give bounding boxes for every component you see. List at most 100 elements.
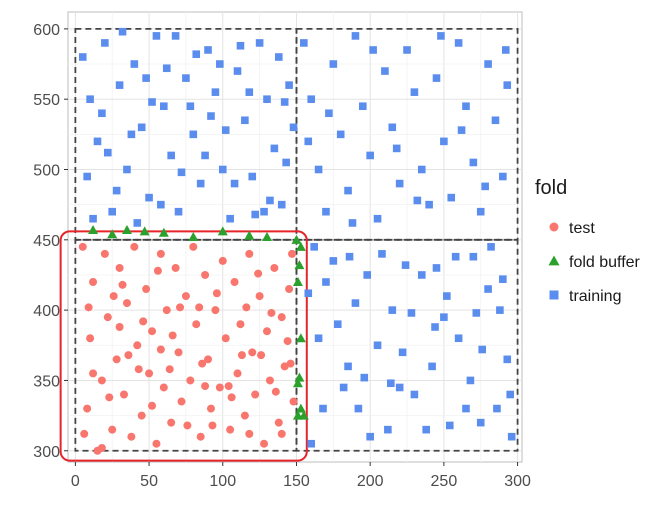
- point-test: [97, 443, 106, 452]
- point-test: [245, 249, 254, 258]
- y-tick-label: 600: [33, 22, 60, 39]
- point-training: [481, 182, 489, 191]
- point-training: [177, 168, 186, 177]
- point-test: [283, 337, 292, 346]
- data-points: [78, 27, 516, 455]
- x-tick-label: 0: [71, 473, 80, 490]
- x-tick-label: 200: [357, 473, 384, 490]
- point-training: [472, 309, 481, 317]
- point-test: [84, 303, 93, 312]
- point-training: [395, 383, 404, 392]
- point-test: [159, 383, 168, 392]
- point-training: [157, 200, 165, 209]
- point-training: [274, 53, 283, 61]
- point-test: [195, 303, 204, 312]
- y-tick-label: 500: [33, 163, 60, 180]
- point-test: [218, 256, 227, 265]
- point-training: [503, 355, 512, 364]
- point-training: [360, 373, 369, 382]
- point-test: [120, 390, 129, 399]
- point-test: [124, 351, 133, 360]
- point-training: [462, 102, 470, 111]
- point-training: [457, 126, 466, 134]
- point-test: [208, 421, 217, 430]
- point-test: [286, 359, 295, 368]
- point-training: [384, 425, 392, 434]
- point-training: [241, 116, 249, 125]
- point-test: [83, 404, 92, 413]
- point-training: [186, 102, 195, 111]
- point-test: [78, 242, 87, 251]
- point-training: [207, 112, 215, 120]
- point-test: [262, 327, 271, 336]
- point-training: [333, 320, 342, 328]
- point-test: [174, 348, 183, 357]
- point-training: [373, 341, 382, 350]
- point-fold-buffer: [217, 226, 228, 236]
- point-fold-buffer: [261, 232, 272, 241]
- y-tick-label: 450: [33, 233, 60, 250]
- x-tick-label: 150: [283, 473, 310, 490]
- point-test: [177, 397, 186, 406]
- point-fold-buffer: [88, 224, 99, 234]
- point-training: [266, 196, 274, 205]
- point-test: [167, 418, 176, 427]
- point-training: [369, 46, 377, 54]
- point-training: [189, 130, 198, 139]
- point-test: [237, 351, 246, 360]
- point-training: [304, 289, 313, 298]
- point-training: [93, 137, 102, 146]
- point-training: [354, 404, 363, 413]
- point-test: [212, 289, 221, 298]
- point-test: [137, 411, 146, 420]
- x-tick-label: 100: [209, 473, 236, 490]
- point-training: [289, 123, 298, 132]
- point-training: [322, 207, 330, 216]
- point-training: [507, 432, 516, 441]
- point-test: [181, 292, 190, 301]
- point-training: [339, 383, 348, 392]
- x-tick-label: 50: [140, 473, 158, 490]
- point-training: [216, 60, 224, 68]
- point-training: [398, 348, 407, 357]
- point-test: [115, 263, 124, 272]
- point-fold-buffer: [121, 224, 132, 234]
- point-training: [123, 165, 131, 174]
- point-test: [165, 365, 174, 374]
- point-fold-buffer: [295, 333, 306, 343]
- point-test: [271, 387, 280, 396]
- region-fold-4: [295, 27, 519, 241]
- point-training: [478, 345, 487, 354]
- point-test: [105, 393, 114, 402]
- point-test: [260, 439, 269, 448]
- point-test: [245, 429, 254, 438]
- point-test: [156, 249, 165, 258]
- point-training: [410, 390, 419, 399]
- y-tick-label: 400: [33, 303, 60, 320]
- point-training: [413, 196, 422, 205]
- point-test: [148, 327, 157, 336]
- point-test: [103, 313, 112, 322]
- point-test: [109, 292, 118, 301]
- point-training: [403, 46, 411, 54]
- point-fold-buffer: [294, 260, 305, 270]
- point-training: [101, 39, 109, 47]
- point-test: [221, 334, 230, 343]
- point-test: [240, 411, 249, 420]
- point-test: [118, 280, 127, 289]
- legend-key-fold-buffer: [548, 255, 560, 266]
- point-training: [499, 275, 507, 283]
- point-training: [493, 404, 501, 413]
- point-test: [80, 429, 89, 438]
- point-test: [112, 355, 121, 364]
- legend-key-training: [549, 290, 559, 300]
- plot-panel: [67, 11, 523, 463]
- point-training: [395, 179, 404, 188]
- point-training: [407, 309, 416, 317]
- point-training: [307, 95, 316, 103]
- point-training: [466, 376, 475, 385]
- point-training: [201, 151, 209, 160]
- point-training: [501, 46, 510, 54]
- point-training: [431, 323, 439, 331]
- point-test: [89, 369, 98, 378]
